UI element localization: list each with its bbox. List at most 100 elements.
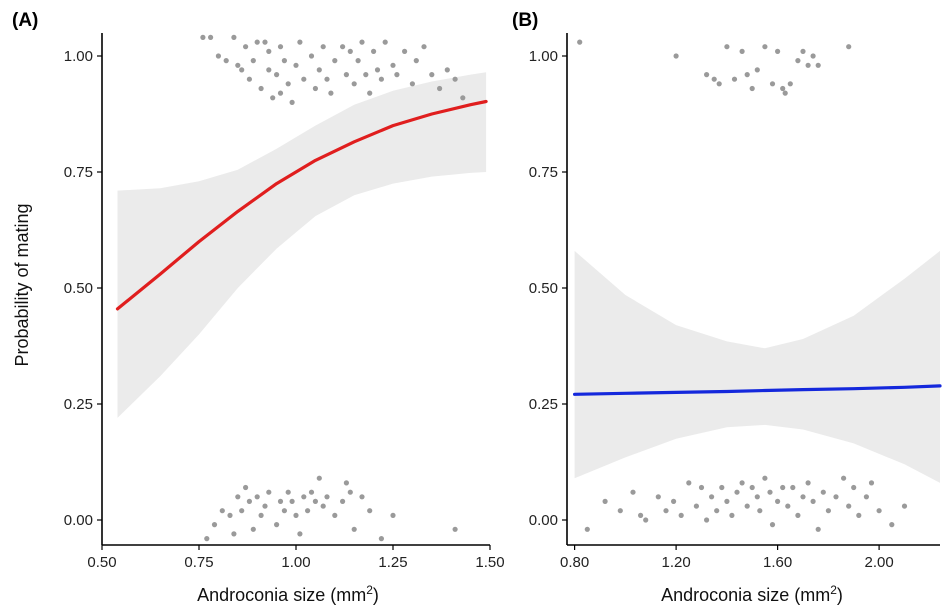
data-point [762, 44, 768, 50]
data-point [790, 484, 796, 491]
x-tick-label: 2.00 [865, 554, 894, 571]
data-point [246, 498, 252, 504]
data-point [815, 62, 821, 68]
data-point [308, 53, 315, 59]
x-axis-title-a: Androconia size (mm2) [197, 583, 379, 605]
x-axis-title-b: Androconia size (mm2) [661, 583, 843, 605]
data-point [343, 480, 349, 486]
confidence-ribbon-group [117, 72, 487, 418]
data-point [340, 498, 346, 504]
x-tick-label: 1.50 [475, 554, 504, 571]
data-point [250, 58, 256, 64]
panel-b: 0.00 0.25 0.50 0.75 1.00 0.80 1.20 1.60 2.00 (B)… [512, 10, 942, 605]
data-point [378, 76, 384, 82]
data-point [762, 475, 768, 481]
data-point [301, 76, 307, 82]
data-point [437, 85, 443, 92]
data-point [409, 81, 415, 87]
data-point [851, 484, 857, 491]
y-tick-label: 0.25 [529, 396, 558, 413]
data-point [452, 526, 458, 532]
data-point [577, 39, 583, 45]
data-point [285, 81, 291, 87]
data-point [277, 90, 284, 96]
data-point [394, 72, 400, 78]
data-point [374, 67, 381, 73]
data-point [231, 531, 237, 537]
data-point [602, 498, 608, 504]
x-tick-label: 1.20 [662, 554, 691, 571]
data-point [724, 498, 730, 504]
data-point [863, 494, 870, 500]
axes-group: 0.00 0.25 0.50 0.75 1.00 0.50 0.75 1.00 1.25 1.50 [64, 33, 505, 571]
data-point [293, 62, 299, 68]
x-tick-label: 1.60 [763, 554, 792, 571]
data-point [729, 512, 735, 519]
data-point [709, 494, 715, 500]
data-point [767, 489, 773, 495]
data-point [258, 512, 264, 519]
data-point [289, 498, 295, 504]
data-point [351, 81, 357, 87]
axes-group: 0.00 0.25 0.50 0.75 1.00 0.80 1.20 1.60 2.00 [529, 33, 940, 571]
data-point [734, 489, 740, 495]
data-point [452, 76, 458, 82]
panel-label-b: (B) [512, 10, 538, 31]
data-point [324, 76, 330, 82]
data-point [363, 72, 369, 78]
data-point [460, 95, 466, 101]
data-point [868, 480, 875, 486]
y-tick-label: 0.00 [64, 512, 93, 529]
data-point [780, 85, 786, 92]
y-tick-label: 1.00 [64, 48, 93, 65]
data-point [223, 58, 229, 64]
y-tick-label: 0.75 [64, 164, 93, 181]
data-point [371, 48, 377, 55]
data-point [347, 489, 353, 495]
fit-line-group [115, 99, 488, 311]
data-point [744, 503, 750, 509]
data-point [769, 81, 776, 87]
data-point [262, 39, 268, 45]
data-point [328, 90, 334, 96]
data-point [630, 489, 636, 495]
data-point [258, 85, 264, 92]
data-point [281, 58, 287, 64]
y-axis-title: Probability of mating [12, 203, 32, 366]
data-point [638, 512, 644, 519]
x-tick-label: 0.80 [560, 554, 589, 571]
data-point [402, 48, 408, 55]
data-point [810, 53, 816, 59]
data-point [739, 48, 745, 55]
data-point [200, 34, 206, 41]
data-point [211, 522, 218, 528]
data-point [429, 72, 435, 78]
x-tick-label: 1.25 [378, 554, 407, 571]
x-tick-label: 0.50 [87, 554, 116, 571]
data-point [324, 494, 330, 500]
y-tick-label: 0.50 [529, 280, 558, 297]
data-point [754, 494, 760, 500]
x-tick-label: 1.00 [281, 554, 310, 571]
fit-line [115, 99, 488, 311]
data-point [320, 503, 326, 509]
data-point [704, 72, 710, 78]
data-point [719, 484, 725, 491]
data-point [841, 475, 847, 481]
data-point [305, 508, 311, 514]
data-point [876, 508, 882, 514]
data-point [262, 503, 268, 509]
data-point [231, 34, 237, 41]
data-point [754, 67, 760, 73]
data-point [731, 76, 738, 82]
data-point [444, 67, 450, 73]
data-point [744, 72, 750, 78]
data-point [795, 58, 801, 64]
data-point [716, 81, 722, 87]
data-point [254, 39, 260, 45]
data-point [293, 512, 299, 519]
y-tick-label: 0.00 [529, 512, 558, 529]
data-point [846, 44, 852, 50]
data-point [243, 44, 249, 50]
